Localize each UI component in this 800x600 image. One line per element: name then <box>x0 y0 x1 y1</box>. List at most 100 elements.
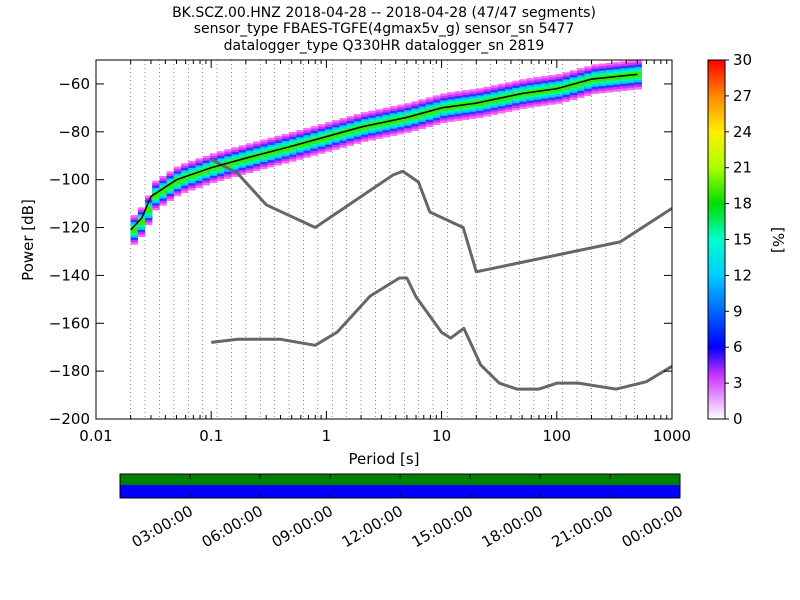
heatmap-cell <box>181 175 189 181</box>
colorbar-tick-label: 21 <box>733 159 752 177</box>
heatmap-cell <box>166 183 174 189</box>
heatmap-cell <box>245 155 254 161</box>
y-tick-label: −160 <box>49 314 90 332</box>
heatmap-cell <box>217 163 225 169</box>
heatmap-cell <box>339 130 347 136</box>
colorbar-tick-label: 30 <box>733 51 752 69</box>
heatmap-cell <box>289 143 297 150</box>
heatmap-cell <box>425 109 434 116</box>
y-tick-label: −120 <box>49 219 90 237</box>
heatmap-cell <box>253 153 261 160</box>
heatmap-cell <box>389 118 398 124</box>
colorbar-label: [%] <box>769 227 787 253</box>
heatmap-cell <box>281 145 290 152</box>
colorbar-tick-label: 9 <box>733 302 743 320</box>
colorbar-tick-label: 12 <box>733 266 752 284</box>
heatmap-cell <box>209 165 218 172</box>
time-tick-label: 03:00:00 <box>129 502 196 551</box>
y-tick-label: −80 <box>58 123 90 141</box>
heatmap-cell <box>274 147 282 154</box>
x-tick-label: 100 <box>542 427 571 445</box>
colorbar-gradient <box>707 59 726 420</box>
y-tick-label: −200 <box>49 410 90 428</box>
heatmap-cell <box>159 187 167 194</box>
plot-area: 0.01 0.1 1 10 100 1000 −200 −180 −160 −140 −120 −1… <box>19 59 691 468</box>
heatmap-cell <box>562 84 570 90</box>
heatmap-cell <box>188 172 196 179</box>
y-tick-label: −100 <box>49 171 90 189</box>
y-tick-label: −60 <box>58 75 90 93</box>
heatmap-cell <box>353 126 362 132</box>
time-tick-label: 00:00:00 <box>619 502 686 551</box>
heatmap-cell <box>555 86 563 92</box>
heatmap-cell <box>224 161 232 167</box>
noise-model-curves <box>210 157 672 391</box>
mean-psd <box>130 73 638 231</box>
coverage-bar-0 <box>120 474 680 485</box>
time-tick-label: 09:00:00 <box>269 502 336 551</box>
heatmap-cell <box>152 192 160 199</box>
time-tick-label: 15:00:00 <box>409 502 476 551</box>
title-line-2: sensor_type FBAES-TGFE(4gmax5v_g) sensor… <box>194 21 575 37</box>
heatmap-cell <box>137 219 146 226</box>
noise-model-nhnm <box>210 157 672 274</box>
heatmap-cell <box>130 227 138 233</box>
heatmap-cell <box>231 159 239 165</box>
heatmap-cell <box>332 132 340 138</box>
heatmap-cell <box>238 157 246 163</box>
heatmap-cell <box>260 151 268 158</box>
heatmap-cell <box>577 80 585 86</box>
x-tick-label: 10 <box>432 427 451 445</box>
heatmap-cell <box>310 138 318 144</box>
heatmap-cell <box>325 134 333 140</box>
time-tick-label: 21:00:00 <box>549 502 616 551</box>
heatmap-cell <box>195 170 203 176</box>
heatmap-cell <box>173 178 182 185</box>
noise-model-nlnm <box>211 276 672 391</box>
title-line-3: datalogger_type Q330HR datalogger_sn 281… <box>224 38 545 54</box>
colorbar: 0 3 6 9 12 15 18 21 24 27 30 [%] <box>707 51 787 428</box>
colorbar-tick-label: 3 <box>733 374 743 392</box>
heatmap-cell <box>145 207 153 214</box>
heatmap-cell <box>584 78 592 85</box>
title-line-1: BK.SCZ.00.HNZ 2018-04-28 -- 2018-04-28 (… <box>172 5 596 21</box>
time-tick-label: 06:00:00 <box>199 502 266 551</box>
x-axis-label: Period [s] <box>348 450 419 468</box>
heatmap-cell <box>368 122 376 129</box>
heatmap-cell <box>418 111 426 118</box>
heatmap-cell <box>375 121 383 127</box>
colorbar-tick-label: 27 <box>733 87 752 105</box>
y-tick-label: −180 <box>49 362 90 380</box>
colorbar-ticks: 0 3 6 9 12 15 18 21 24 27 30 <box>725 51 752 428</box>
heatmap-cell <box>382 119 390 126</box>
y-axis-label: Power [dB] <box>19 199 37 281</box>
heatmap-cell <box>634 71 642 78</box>
heatmap-cell <box>317 136 326 142</box>
heatmap-cell <box>303 140 311 146</box>
colorbar-tick-label: 15 <box>733 231 752 249</box>
colorbar-tick-label: 6 <box>733 338 743 356</box>
x-axis-ticks: 0.01 0.1 1 10 100 1000 <box>79 60 691 445</box>
y-axis-ticks: −200 −180 −160 −140 −120 −100 −80 −60 <box>49 75 672 428</box>
heatmap-cell <box>202 167 210 174</box>
colorbar-tick-label: 24 <box>733 123 752 141</box>
heatmap-cell <box>569 82 578 88</box>
heatmap-cell <box>397 116 405 123</box>
heatmap-cell <box>411 113 419 120</box>
x-tick-label: 0.1 <box>199 427 223 445</box>
mean-psd-line <box>130 73 638 231</box>
heatmap-cell <box>296 142 304 148</box>
colorbar-tick-label: 0 <box>733 410 743 428</box>
chart-title: BK.SCZ.00.HNZ 2018-04-28 -- 2018-04-28 (… <box>172 5 596 54</box>
time-tick-label: 18:00:00 <box>479 502 546 551</box>
x-tick-label: 1 <box>322 427 332 445</box>
heatmap-cell <box>404 115 412 121</box>
heatmap-cell <box>346 128 354 134</box>
y-tick-label: −140 <box>49 266 90 284</box>
plot-frame <box>95 59 673 420</box>
colorbar-tick-label: 18 <box>733 195 752 213</box>
heatmap-cell <box>433 107 441 114</box>
time-tick-label: 12:00:00 <box>339 502 406 551</box>
x-tick-label: 1000 <box>653 427 691 445</box>
time-coverage: 03:00:00 06:00:00 09:00:00 12:00:00 15:00:00… <box>119 473 686 551</box>
